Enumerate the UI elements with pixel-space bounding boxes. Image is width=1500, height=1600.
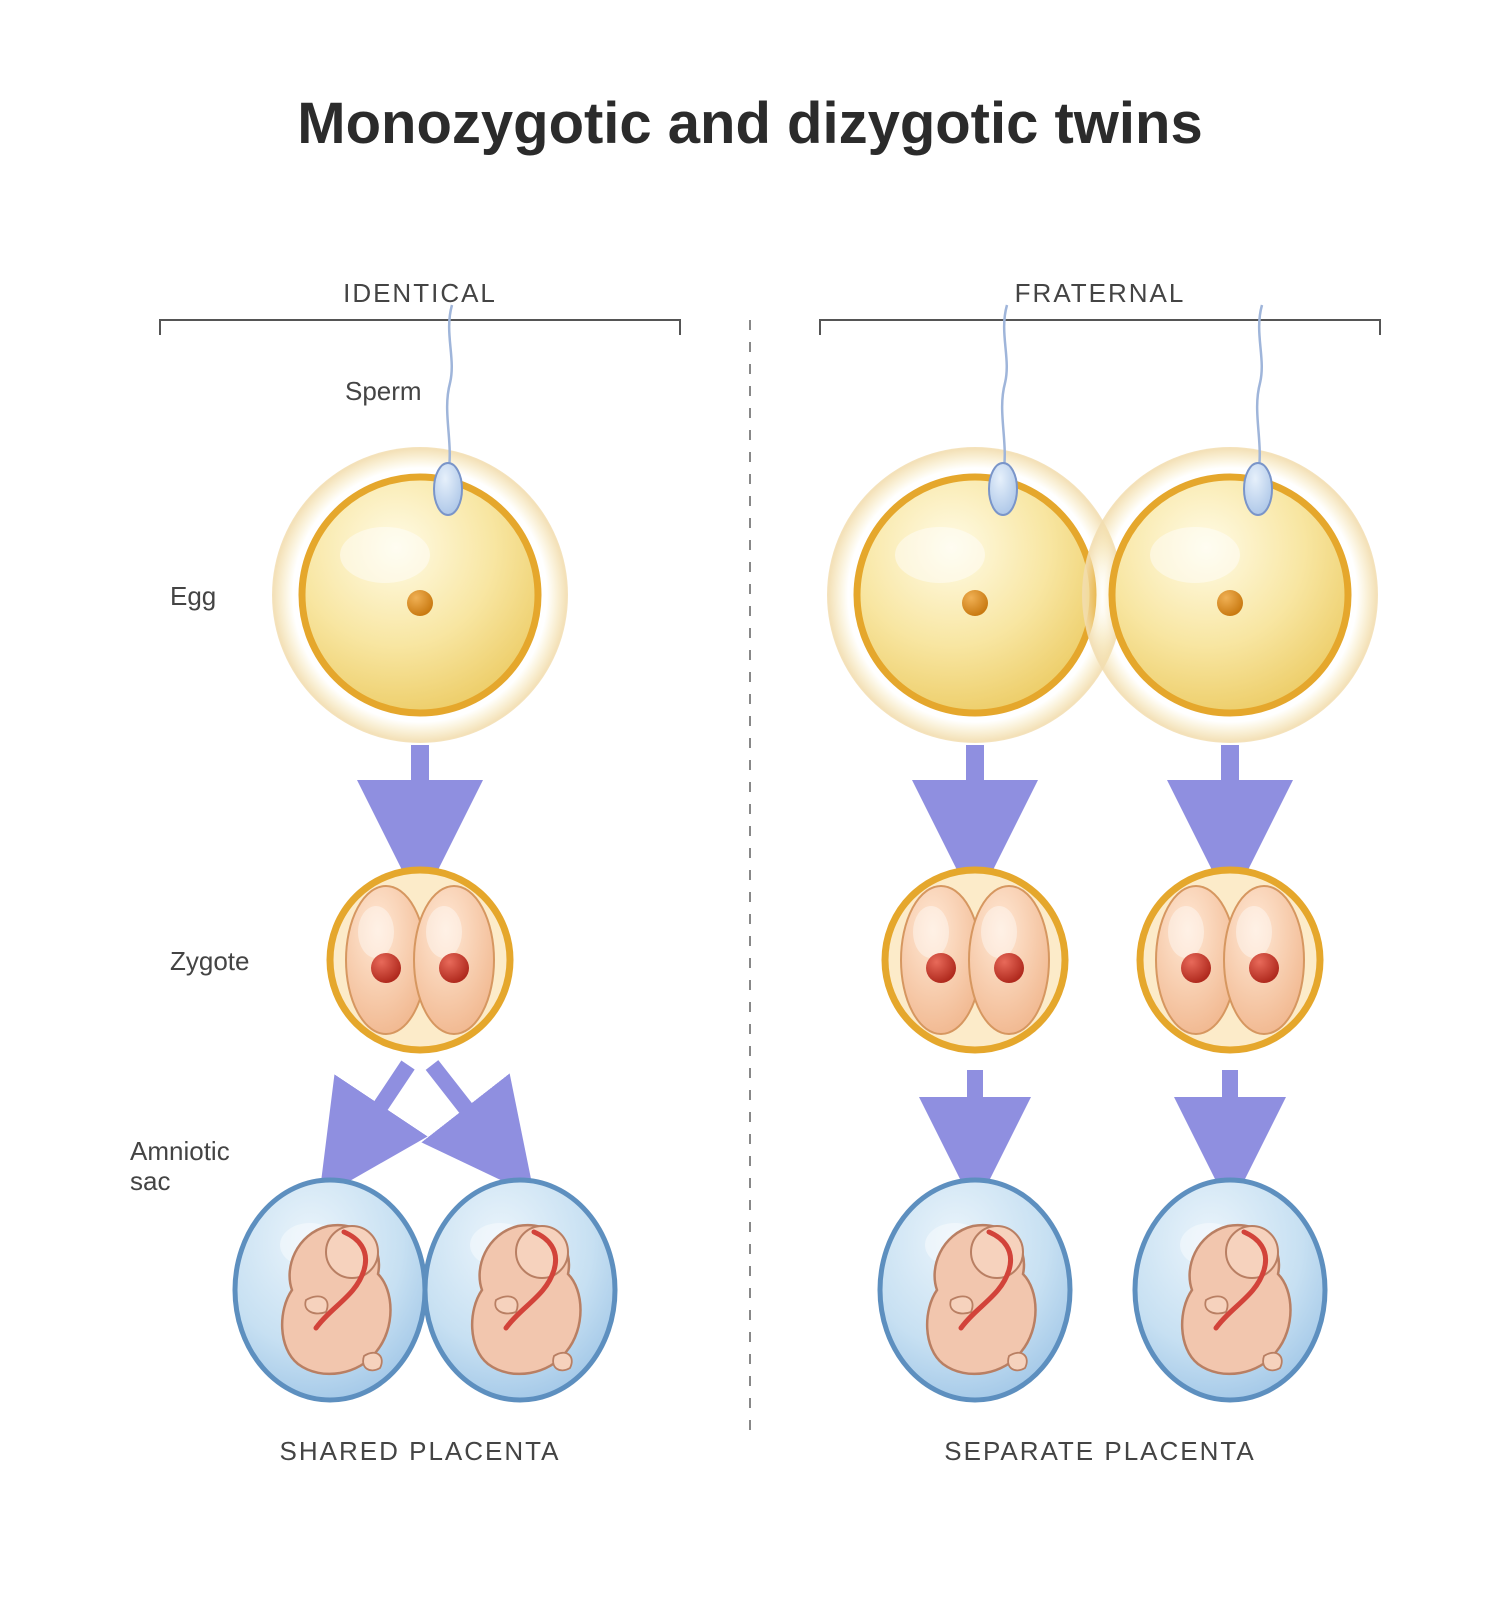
fraternal-sac-2 <box>1135 1180 1325 1400</box>
amniotic-label-1: Amniotic <box>130 1136 230 1166</box>
identical-egg <box>272 305 568 743</box>
fraternal-zygote-2 <box>1140 870 1320 1050</box>
fraternal-egg-2 <box>1082 305 1378 743</box>
identical-sac-2 <box>425 1180 615 1400</box>
identical-bracket <box>160 320 680 335</box>
sperm-label: Sperm <box>345 376 422 406</box>
fraternal-sac-1 <box>880 1180 1070 1400</box>
fraternal-zygote-1 <box>885 870 1065 1050</box>
fraternal-header: FRATERNAL <box>1015 278 1186 308</box>
identical-arrow-2b <box>432 1065 500 1152</box>
identical-header: IDENTICAL <box>343 278 497 308</box>
diagram-canvas: IDENTICAL FRATERNAL Sperm Egg Zygote Amn… <box>0 0 1500 1600</box>
fraternal-egg-1 <box>827 305 1123 743</box>
identical-arrow-2a <box>350 1065 408 1152</box>
fraternal-bottom: SEPARATE PLACENTA <box>944 1436 1255 1466</box>
fraternal-bracket <box>820 320 1380 335</box>
identical-zygote <box>330 870 510 1050</box>
identical-sac-1 <box>235 1180 425 1400</box>
amniotic-label-2: sac <box>130 1166 170 1196</box>
egg-label: Egg <box>170 581 216 611</box>
identical-bottom: SHARED PLACENTA <box>280 1436 561 1466</box>
zygote-label: Zygote <box>170 946 250 976</box>
